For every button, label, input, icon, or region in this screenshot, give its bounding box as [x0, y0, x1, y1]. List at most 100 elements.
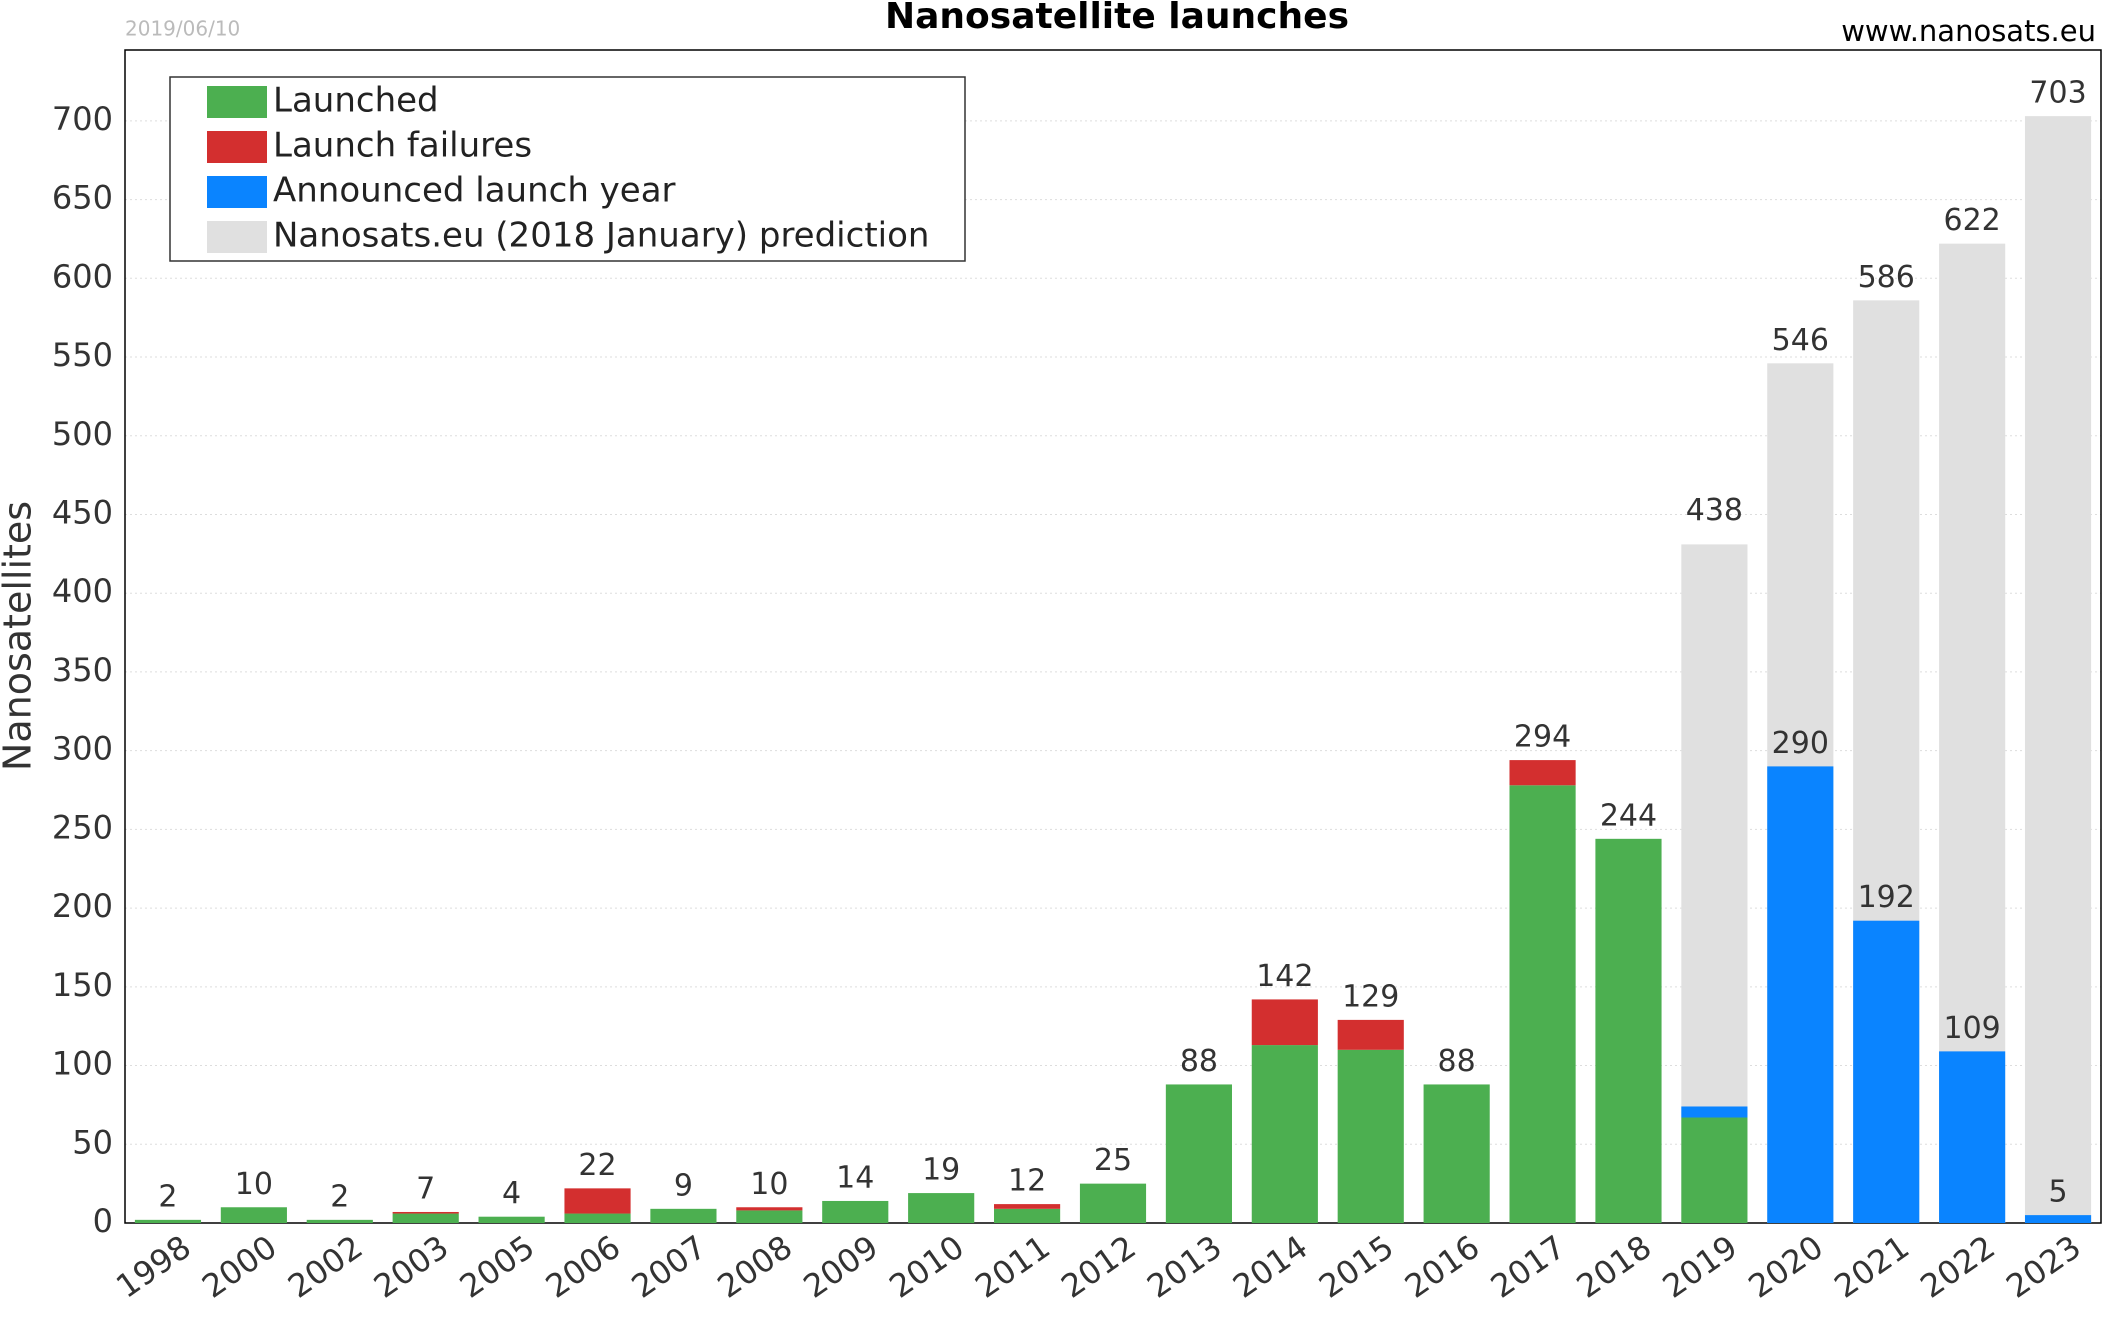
legend-label: Nanosats.eu (2018 January) prediction: [273, 216, 929, 256]
x-tick-label: 2000: [195, 1228, 284, 1306]
source: www.nanosats.eu: [1841, 14, 2096, 48]
y-tick-label: 350: [52, 651, 113, 689]
bar-segment: [736, 1207, 803, 1211]
x-tick-label: 2012: [1054, 1228, 1143, 1306]
x-tick-label: 2006: [539, 1228, 628, 1306]
bar-segment: [134, 1219, 202, 1223]
x-tick-label: 2017: [1484, 1228, 1573, 1306]
x-tick-label: 2005: [453, 1228, 542, 1306]
legend-swatch: [207, 86, 267, 118]
bar-segment: [994, 1208, 1061, 1223]
y-tick-label: 450: [52, 493, 113, 531]
bar-segment: [822, 1200, 889, 1223]
data-label: 546: [1772, 323, 1829, 358]
y-tick-label: 700: [52, 100, 113, 138]
data-label: 290: [1772, 726, 1829, 761]
y-tick-label: 600: [52, 257, 113, 295]
legend-box: [169, 76, 966, 262]
data-label: 622: [1943, 203, 2000, 238]
bar-segment: [306, 1219, 373, 1223]
date: 2019/06/10: [125, 17, 240, 41]
y-tick-label: 650: [52, 179, 113, 217]
total-label: 9: [674, 1168, 693, 1203]
bar-segment: [564, 1213, 631, 1223]
total-label: 244: [1600, 798, 1657, 833]
x-tick-label: 2003: [367, 1228, 456, 1306]
bar-segment: [1423, 1084, 1490, 1223]
legend-label: Launched: [273, 81, 439, 121]
bar-segment: [1681, 1117, 1748, 1223]
bar-segment: [1853, 920, 1920, 1223]
total-label: 10: [750, 1167, 788, 1202]
bar-segment: [478, 1216, 545, 1223]
legend-swatch: [207, 221, 267, 253]
bar-segment: [1337, 1049, 1404, 1223]
y-tick-label: 300: [52, 730, 113, 768]
bar-segment: [1681, 1106, 1748, 1118]
total-label: 2: [330, 1179, 349, 1214]
x-tick-label: 2023: [1999, 1228, 2088, 1306]
y-tick-label: 250: [52, 808, 113, 846]
x-tick-label: 2015: [1312, 1228, 1401, 1306]
bar-segment: [1939, 1051, 2006, 1223]
chart-title: Nanosatellite launches: [885, 0, 1349, 37]
total-label: 2: [158, 1179, 177, 1214]
x-tick-label: 2013: [1140, 1228, 1229, 1306]
bar-segment: [1079, 1183, 1147, 1223]
y-tick-label: 550: [52, 336, 113, 374]
total-label: 88: [1180, 1044, 1218, 1079]
y-tick-label: 50: [72, 1123, 113, 1161]
legend-swatch: [207, 176, 267, 208]
bar-segment: [1595, 838, 1662, 1223]
x-tick-label: 2021: [1827, 1228, 1916, 1306]
x-tick-label: 2014: [1226, 1228, 1315, 1306]
x-tick-label: 2019: [1656, 1228, 1745, 1306]
bar-segment: [2024, 1215, 2092, 1223]
x-tick-label: 2007: [625, 1228, 714, 1306]
legend-swatch: [207, 131, 267, 163]
x-tick-label: 2020: [1742, 1228, 1831, 1306]
bar-segment: [1509, 785, 1576, 1223]
total-label: 4: [502, 1176, 521, 1211]
bar-segment: [1165, 1084, 1232, 1223]
total-label: 12: [1008, 1164, 1046, 1199]
total-label: 22: [578, 1148, 616, 1183]
total-label: 129: [1342, 979, 1399, 1014]
total-label: 7: [416, 1171, 435, 1206]
total-label: 142: [1256, 959, 1313, 994]
x-tick-label: 2010: [882, 1228, 971, 1306]
y-tick-label: 150: [52, 966, 113, 1004]
bar-segment: [994, 1204, 1061, 1209]
x-tick-label: 2018: [1570, 1228, 1659, 1306]
bar-segment: [908, 1193, 975, 1223]
legend-label: Launch failures: [273, 126, 532, 166]
total-label: 294: [1514, 720, 1571, 755]
total-label: 88: [1438, 1044, 1476, 1079]
y-tick-label: 100: [52, 1045, 113, 1083]
data-label: 586: [1858, 260, 1915, 295]
total-label: 438: [1686, 493, 1743, 528]
data-label: 192: [1858, 880, 1915, 915]
prediction-bar: [2024, 116, 2092, 1223]
y-axis-label: Nanosatellites: [0, 501, 40, 771]
x-tick-label: 2002: [281, 1228, 370, 1306]
bar-segment: [1337, 1019, 1404, 1050]
bar-segment: [392, 1211, 459, 1214]
x-tick-label: 2009: [797, 1228, 886, 1306]
bar-segment: [1767, 766, 1834, 1223]
bar-segment: [220, 1207, 287, 1223]
total-label: 25: [1094, 1143, 1132, 1178]
legend-label: Announced launch year: [273, 171, 676, 211]
y-tick-label: 200: [52, 887, 113, 925]
bar-segment: [736, 1210, 803, 1223]
y-tick-label: 0: [93, 1202, 113, 1240]
x-tick-label: 2022: [1913, 1228, 2002, 1306]
data-label: 109: [1943, 1011, 2000, 1046]
total-label: 10: [235, 1167, 273, 1202]
x-tick-label: 2011: [968, 1228, 1057, 1306]
data-label: 5: [2048, 1175, 2067, 1210]
y-tick-label: 500: [52, 415, 113, 453]
bar-segment: [564, 1188, 631, 1214]
x-tick-label: 1998: [109, 1228, 198, 1306]
